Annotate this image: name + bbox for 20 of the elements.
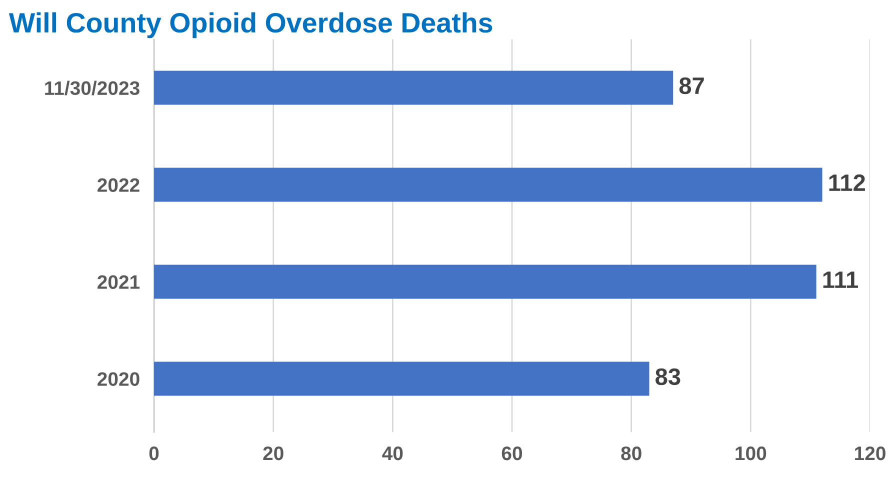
data-label: 87 xyxy=(679,77,704,94)
y-tick-label: 11/30/2023 xyxy=(45,80,140,96)
bar xyxy=(154,70,674,105)
bar xyxy=(154,362,650,396)
data-label: 83 xyxy=(656,368,680,386)
bar xyxy=(154,264,816,299)
bar xyxy=(154,168,822,202)
x-tick-label: 20 xyxy=(263,446,284,460)
x-tick-label: 80 xyxy=(621,446,642,460)
chart-title: Will County Opioid Overdose Deaths xyxy=(8,12,492,38)
x-tick-label: 0 xyxy=(149,446,159,460)
y-tick-label: 2022 xyxy=(98,178,140,192)
data-label: 112 xyxy=(829,174,865,191)
x-tick-label: 120 xyxy=(855,446,886,460)
x-tick-label: 60 xyxy=(502,446,522,460)
y-tick-label: 2020 xyxy=(98,372,140,386)
x-tick-label: 40 xyxy=(382,446,403,460)
y-tick-label: 2021 xyxy=(98,275,140,289)
x-tick-label: 100 xyxy=(736,446,766,460)
data-label: 111 xyxy=(823,272,858,288)
